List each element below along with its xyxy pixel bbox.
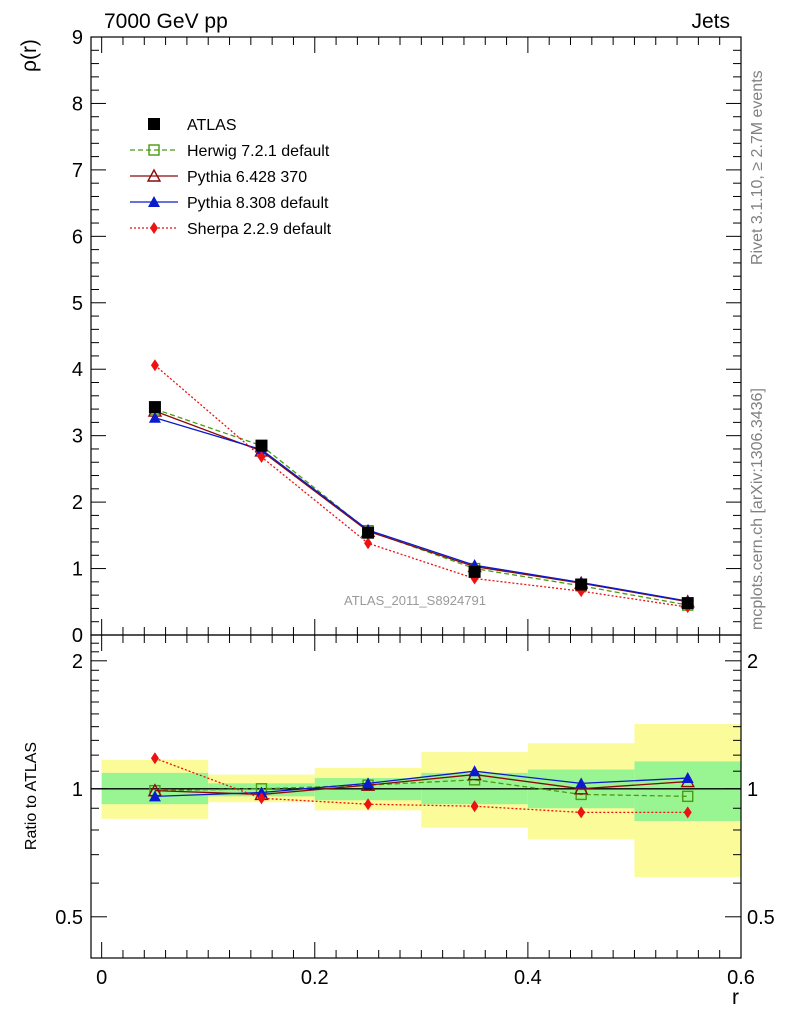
- ratio-tick-label-right: 2: [747, 651, 758, 673]
- upper-data-point: [681, 597, 694, 610]
- ratio-tick-label: 2: [72, 651, 83, 673]
- upper-series-line: [154, 364, 688, 608]
- upper-data-point: [148, 401, 161, 414]
- legend: ATLAS Herwig 7.2.1 default Pythia 6.428 37…: [130, 117, 332, 238]
- ratio-tick-label: 0.5: [55, 907, 83, 929]
- ratio-series-line: [154, 757, 688, 814]
- legend-marker: [150, 222, 158, 234]
- ratio-tick-label: 1: [72, 779, 83, 801]
- upper-data-point: [362, 526, 375, 539]
- upper-series-line: [154, 410, 688, 603]
- legend-marker: [148, 144, 160, 156]
- lower-y-axis-label: Ratio to ATLAS: [23, 742, 40, 850]
- x-tick-label: 0.6: [727, 967, 755, 989]
- header-right: Jets: [691, 10, 730, 33]
- ratio-tick-label-right: 1: [747, 779, 758, 801]
- legend-marker: [148, 196, 160, 207]
- upper-series-line: [154, 417, 688, 602]
- ratio-series-line: [154, 779, 688, 797]
- upper-plot-layer: [147, 359, 695, 614]
- upper-data-point: [150, 359, 159, 372]
- legend-label: ATLAS: [187, 117, 237, 134]
- y-tick-label: 2: [72, 492, 83, 514]
- upper-y-axis-label: ρ(r): [18, 39, 41, 72]
- rivet-label: Rivet 3.1.10, ≥ 2.7M events: [749, 70, 766, 265]
- legend-label: Sherpa 2.2.9 default: [187, 221, 332, 238]
- legend-label: Pythia 8.308 default: [187, 195, 329, 212]
- header-left: 7000 GeV pp: [104, 10, 228, 33]
- x-tick-label: 0.4: [514, 967, 542, 989]
- ratio-data-point: [470, 800, 479, 813]
- ratio-data-point: [257, 792, 266, 805]
- axes-layer: 0 1 2 3 4 5 6 7 8 9 0 0.2 0.4 0.6 0.5 0.5 1 1 2 2: [55, 27, 775, 989]
- y-tick-label: 1: [72, 559, 83, 581]
- ratio-data-point: [364, 798, 373, 811]
- upper-data-point: [257, 450, 266, 463]
- legend-label: Pythia 6.428 370: [187, 169, 307, 186]
- ratio-data-point: [362, 777, 375, 789]
- ratio-data-point: [468, 765, 481, 777]
- upper-data-point: [575, 578, 588, 591]
- y-tick-label: 8: [72, 93, 83, 115]
- ratio-data-point: [577, 806, 586, 819]
- x-axis-label: r: [732, 986, 739, 1009]
- legend-label: Herwig 7.2.1 default: [187, 143, 330, 160]
- ratio-data-point: [575, 777, 588, 789]
- legend-marker: [148, 118, 160, 130]
- y-tick-label: 0: [72, 625, 83, 647]
- upper-series-line: [154, 408, 688, 606]
- upper-data-point: [148, 411, 161, 423]
- ratio-tick-label-right: 0.5: [747, 907, 775, 929]
- ratio-data-point: [150, 752, 159, 765]
- ratio-data-point: [683, 806, 692, 819]
- y-tick-label: 6: [72, 226, 83, 248]
- y-tick-label: 3: [72, 426, 83, 448]
- legend-marker: [146, 168, 162, 182]
- upper-data-point: [255, 439, 268, 452]
- mcplots-label: mcplots.cern.ch [arXiv:1306.3436]: [749, 388, 766, 630]
- y-tick-label: 5: [72, 293, 83, 315]
- ratio-data-point: [148, 790, 161, 802]
- ratio-data-point: [681, 772, 694, 784]
- ratio-data-point: [255, 786, 268, 798]
- watermark-label: ATLAS_2011_S8924791: [344, 593, 486, 608]
- lower-plot-layer: [91, 752, 741, 819]
- upper-data-point: [468, 565, 481, 578]
- y-tick-label: 9: [72, 27, 83, 49]
- ratio-data-point: [682, 790, 694, 803]
- lower-plot-frame: [90, 634, 742, 959]
- ratio-series-line: [154, 770, 688, 797]
- y-tick-label: 4: [72, 359, 83, 381]
- x-tick-label: 0.2: [301, 967, 329, 989]
- upper-data-point: [364, 537, 373, 550]
- x-tick-label: 0: [96, 967, 107, 989]
- y-tick-label: 7: [72, 160, 83, 182]
- ratio-band-layer: [101, 724, 741, 878]
